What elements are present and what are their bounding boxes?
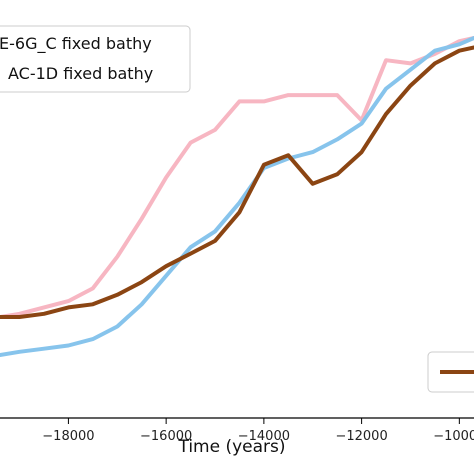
x-tick-label: −12000 bbox=[335, 429, 387, 444]
x-tick-label: −10000 bbox=[433, 429, 474, 444]
legend-label-series-1: E-6G_C fixed bathy bbox=[0, 34, 152, 54]
x-tick-layer: −18000 −16000 −14000 −12000 −10000 bbox=[42, 418, 474, 444]
x-tick-label: −14000 bbox=[238, 429, 290, 444]
x-tick-label: −18000 bbox=[42, 429, 94, 444]
legend-box bbox=[0, 25, 191, 93]
series-line-1 bbox=[0, 36, 474, 319]
x-tick-label: −16000 bbox=[140, 429, 192, 444]
x-axis-label: Time (years) bbox=[177, 437, 285, 457]
plot-area: −18000 −16000 −14000 −12000 −10000 bbox=[0, 36, 474, 444]
series-line-2 bbox=[0, 36, 474, 357]
series-layer bbox=[0, 36, 474, 357]
legend-bottom-right bbox=[427, 351, 474, 393]
series-line-3 bbox=[0, 45, 474, 319]
legend-top-left: E-6G_C fixed bathy AC-1D fixed bathy bbox=[0, 25, 191, 93]
legend-label-series-2: AC-1D fixed bathy bbox=[8, 64, 153, 83]
